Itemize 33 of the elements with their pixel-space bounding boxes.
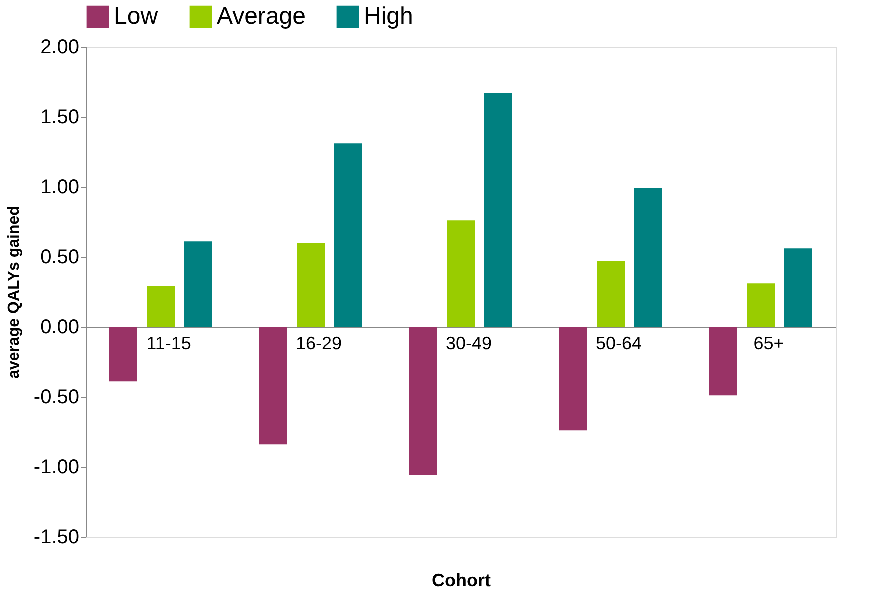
bar bbox=[110, 327, 138, 382]
legend-label: High bbox=[364, 3, 414, 30]
x-tick-label: 30-49 bbox=[446, 334, 492, 354]
y-tick-label: -0.50 bbox=[34, 386, 80, 408]
y-tick-label: 1.00 bbox=[40, 176, 80, 198]
y-tick-label: 1.50 bbox=[40, 106, 80, 128]
x-axis-title: Cohort bbox=[432, 570, 491, 590]
legend-label: Low bbox=[114, 3, 159, 30]
y-tick-label: 2.00 bbox=[40, 36, 80, 58]
y-tick-label: 0.00 bbox=[40, 316, 80, 338]
bar bbox=[784, 248, 812, 327]
bar bbox=[334, 144, 362, 327]
bar bbox=[184, 242, 212, 327]
bar bbox=[410, 327, 438, 476]
x-tick-label: 50-64 bbox=[596, 334, 642, 354]
bar bbox=[260, 327, 288, 445]
bar bbox=[484, 93, 512, 327]
bar bbox=[147, 286, 175, 327]
legend-label: Average bbox=[217, 3, 306, 30]
bar bbox=[747, 284, 775, 327]
bar bbox=[560, 327, 588, 431]
y-tick-label: 0.50 bbox=[40, 246, 80, 268]
bar bbox=[297, 243, 325, 327]
bar bbox=[710, 327, 738, 396]
y-tick-label: -1.50 bbox=[34, 526, 80, 548]
bar bbox=[634, 188, 662, 327]
x-tick-label: 11-15 bbox=[146, 334, 192, 354]
x-tick-label: 16-29 bbox=[296, 334, 342, 354]
bar bbox=[447, 220, 475, 327]
x-tick-label: 65+ bbox=[754, 334, 784, 354]
y-tick-label: -1.00 bbox=[34, 456, 80, 478]
y-axis-title: average QALYs gained bbox=[6, 206, 23, 379]
bar bbox=[597, 261, 625, 327]
